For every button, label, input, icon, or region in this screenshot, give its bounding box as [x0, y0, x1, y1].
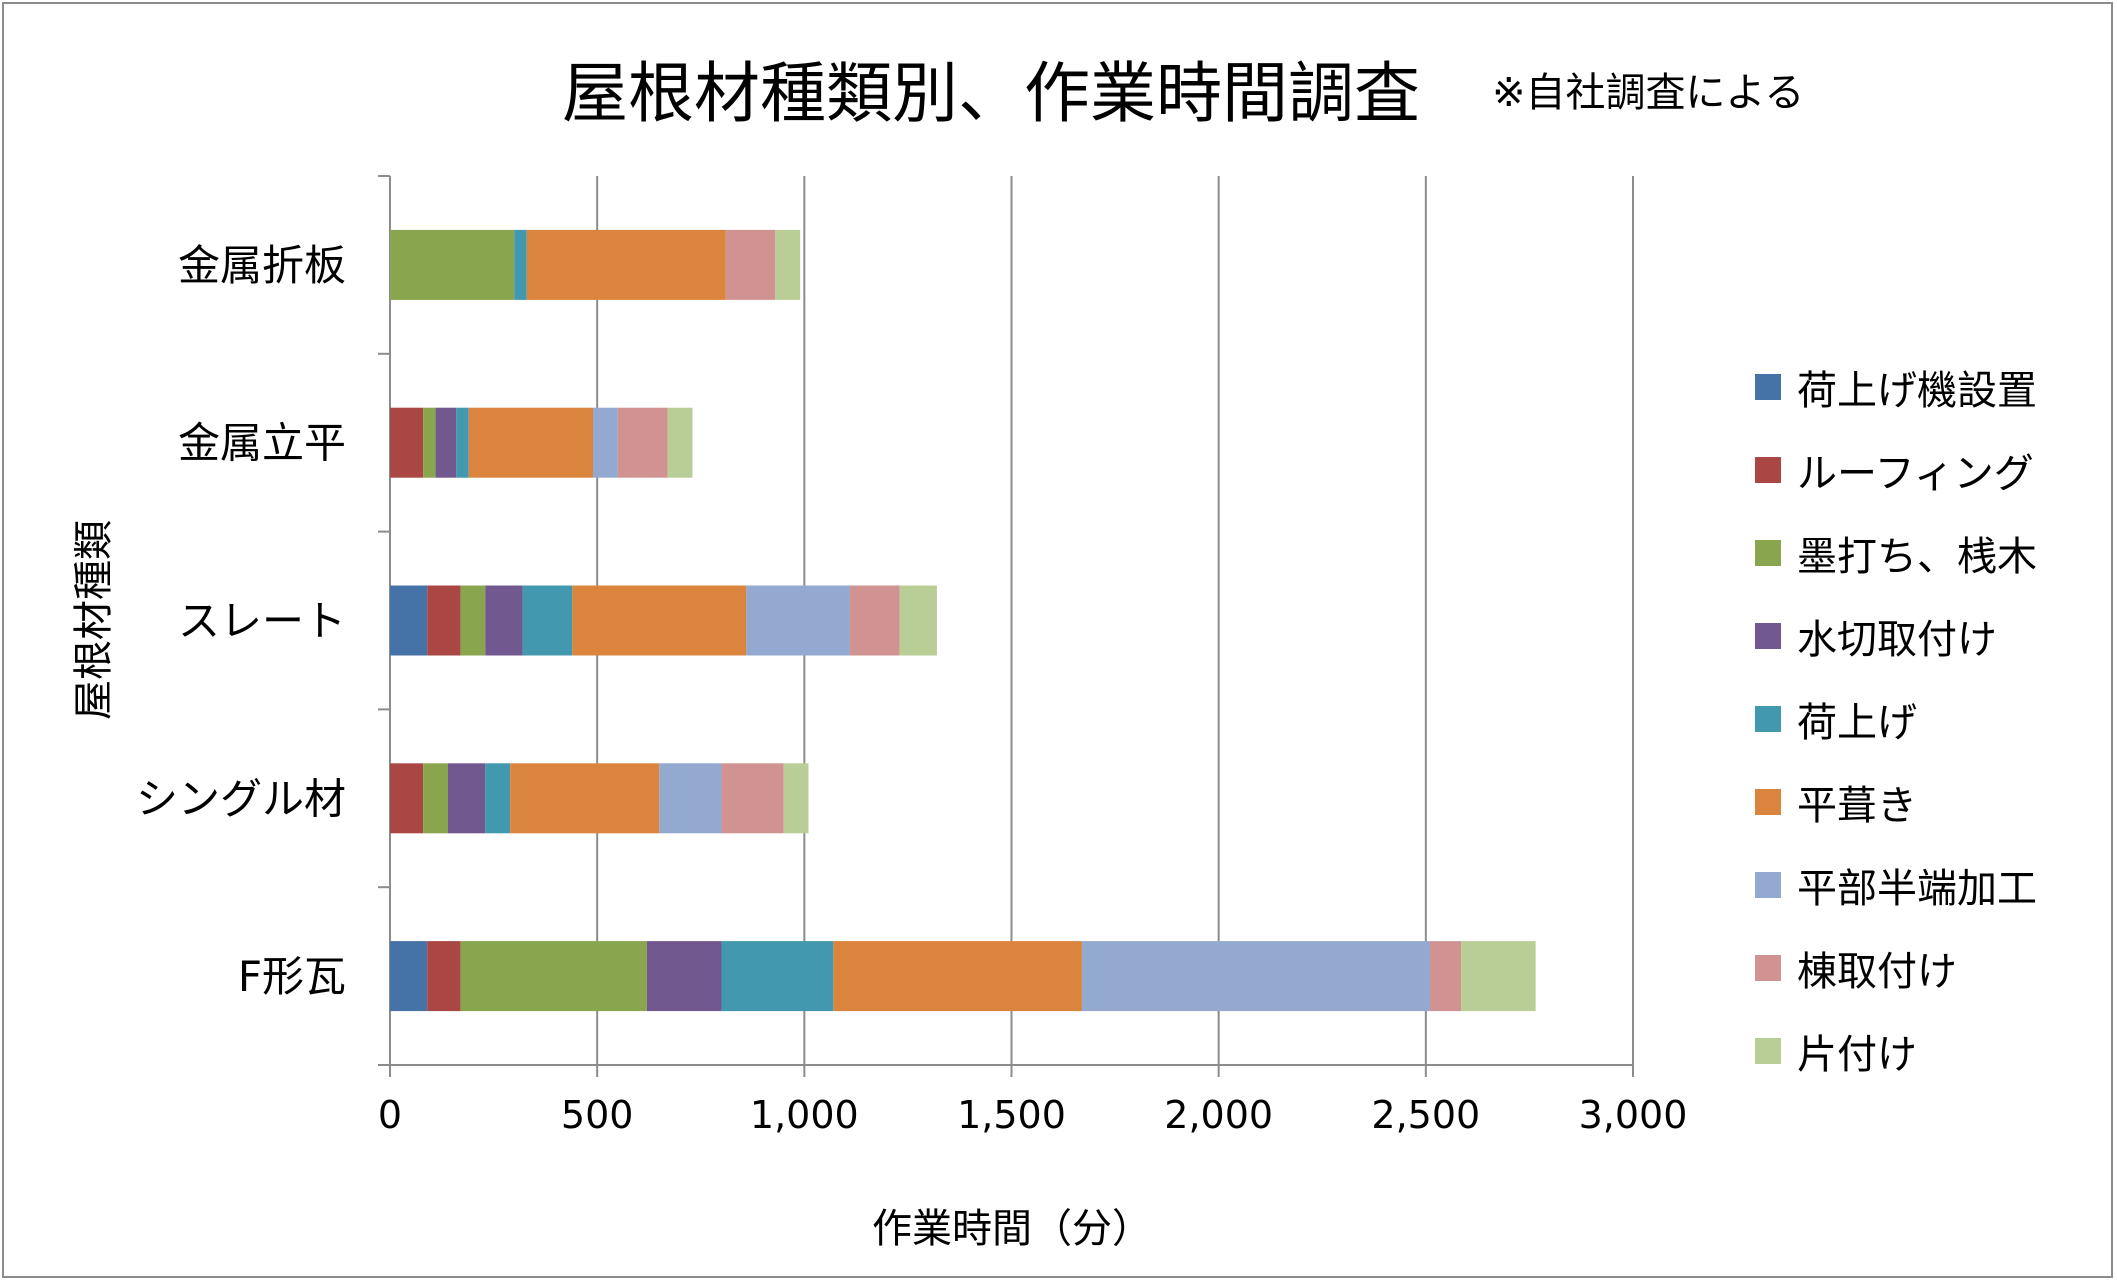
legend-item: 棟取付け [1755, 926, 2037, 1009]
x-tick-label: 500 [561, 1093, 634, 1137]
bar-segment [390, 941, 428, 1012]
bar-segment [510, 763, 660, 834]
bar-segment [646, 941, 722, 1012]
bar-segment [1461, 941, 1536, 1012]
bar-segment [1081, 941, 1430, 1012]
legend-swatch [1755, 705, 1781, 732]
legend-item: 平葺き [1755, 760, 2037, 843]
bar-segment [390, 407, 424, 478]
bar-segment [721, 763, 784, 834]
legend-item: 荷上げ機設置 [1755, 345, 2037, 428]
x-tick-label: 2,000 [1164, 1093, 1273, 1137]
bar-segment [899, 585, 937, 656]
y-axis-label: 屋根材種類 [71, 520, 117, 720]
x-tick-label: 1,000 [750, 1093, 859, 1137]
legend-label: 墨打ち、桟木 [1797, 533, 2037, 580]
bar-segment [390, 229, 515, 300]
bar-segment [427, 941, 461, 1012]
legend-swatch [1755, 539, 1781, 566]
legend-label: 荷上げ [1797, 699, 1917, 746]
x-tick-label: 3,000 [1579, 1093, 1688, 1137]
legend-label: 水切取付け [1797, 616, 1997, 663]
x-axis-label: 作業時間（分） [872, 1206, 1152, 1252]
bar-segment [833, 941, 1082, 1012]
bar-segment [468, 407, 594, 478]
bar-segment [572, 585, 747, 656]
bar-segment [593, 407, 618, 478]
legend-label: 棟取付け [1797, 948, 1957, 995]
bar-segment [721, 941, 834, 1012]
x-tick-label: 2,500 [1371, 1093, 1480, 1137]
bar-segment [423, 407, 436, 478]
chart-legend: 荷上げ機設置 ルーフィング 墨打ち、桟木 水切取付け荷上げ平葺き平部半端加工 棟取付け片… [1755, 345, 2037, 1092]
bar-segment [1429, 941, 1462, 1012]
y-category-label: F形瓦 [238, 952, 346, 1001]
bar-segment [460, 585, 486, 656]
bar-segment [448, 763, 486, 834]
legend-label: 片付け [1797, 1031, 1917, 1078]
legend-item: 墨打ち、桟木 [1755, 511, 2037, 594]
legend-item: 荷上げ [1755, 677, 2037, 760]
legend-swatch [1755, 1037, 1781, 1064]
legend-label: ルーフィング [1797, 450, 2034, 497]
chart-note: ※自社調査による [1492, 70, 1805, 116]
bar-segment [526, 229, 726, 300]
legend-item: 平部半端加工 [1755, 843, 2037, 926]
bar-segment [849, 585, 900, 656]
legend-swatch [1755, 456, 1781, 483]
bar-segment [390, 585, 428, 656]
bar-segment [775, 229, 801, 300]
bar-segment [783, 763, 809, 834]
legend-item: 片付け [1755, 1009, 2037, 1092]
x-tick-label: 1,500 [957, 1093, 1066, 1137]
legend-label: 荷上げ機設置 [1797, 367, 2037, 414]
bar-segment [460, 941, 647, 1012]
bar-segment [746, 585, 850, 656]
legend-swatch [1755, 954, 1781, 981]
legend-label: 平部半端加工 [1797, 865, 2037, 912]
bar-segment [617, 407, 668, 478]
legend-swatch [1755, 788, 1781, 815]
bar-segment [390, 763, 424, 834]
bar-segment [435, 407, 457, 478]
bar-segment [725, 229, 776, 300]
y-category-label: シングル材 [136, 774, 346, 823]
x-tick-label: 0 [378, 1093, 402, 1137]
y-category-label: 金属折板 [178, 241, 346, 290]
bar-segment [667, 407, 693, 478]
chart-title: 屋根材種類別、作業時間調査 [562, 55, 1420, 132]
legend-swatch [1755, 622, 1781, 649]
legend-swatch [1755, 871, 1781, 898]
bar-segment [514, 229, 527, 300]
legend-label: 平葺き [1797, 782, 1917, 829]
bar-segment [659, 763, 722, 834]
y-category-label: 金属立平 [178, 419, 346, 468]
legend-item: ルーフィング [1755, 428, 2037, 511]
y-category-label: スレート [178, 597, 346, 646]
bar-segment [456, 407, 469, 478]
legend-swatch [1755, 373, 1781, 400]
bar-segment [423, 763, 449, 834]
bar-segment [485, 763, 511, 834]
bar-segment [522, 585, 573, 656]
legend-item: 水切取付け [1755, 594, 2037, 677]
bar-segment [485, 585, 523, 656]
bar-segment [427, 585, 461, 656]
